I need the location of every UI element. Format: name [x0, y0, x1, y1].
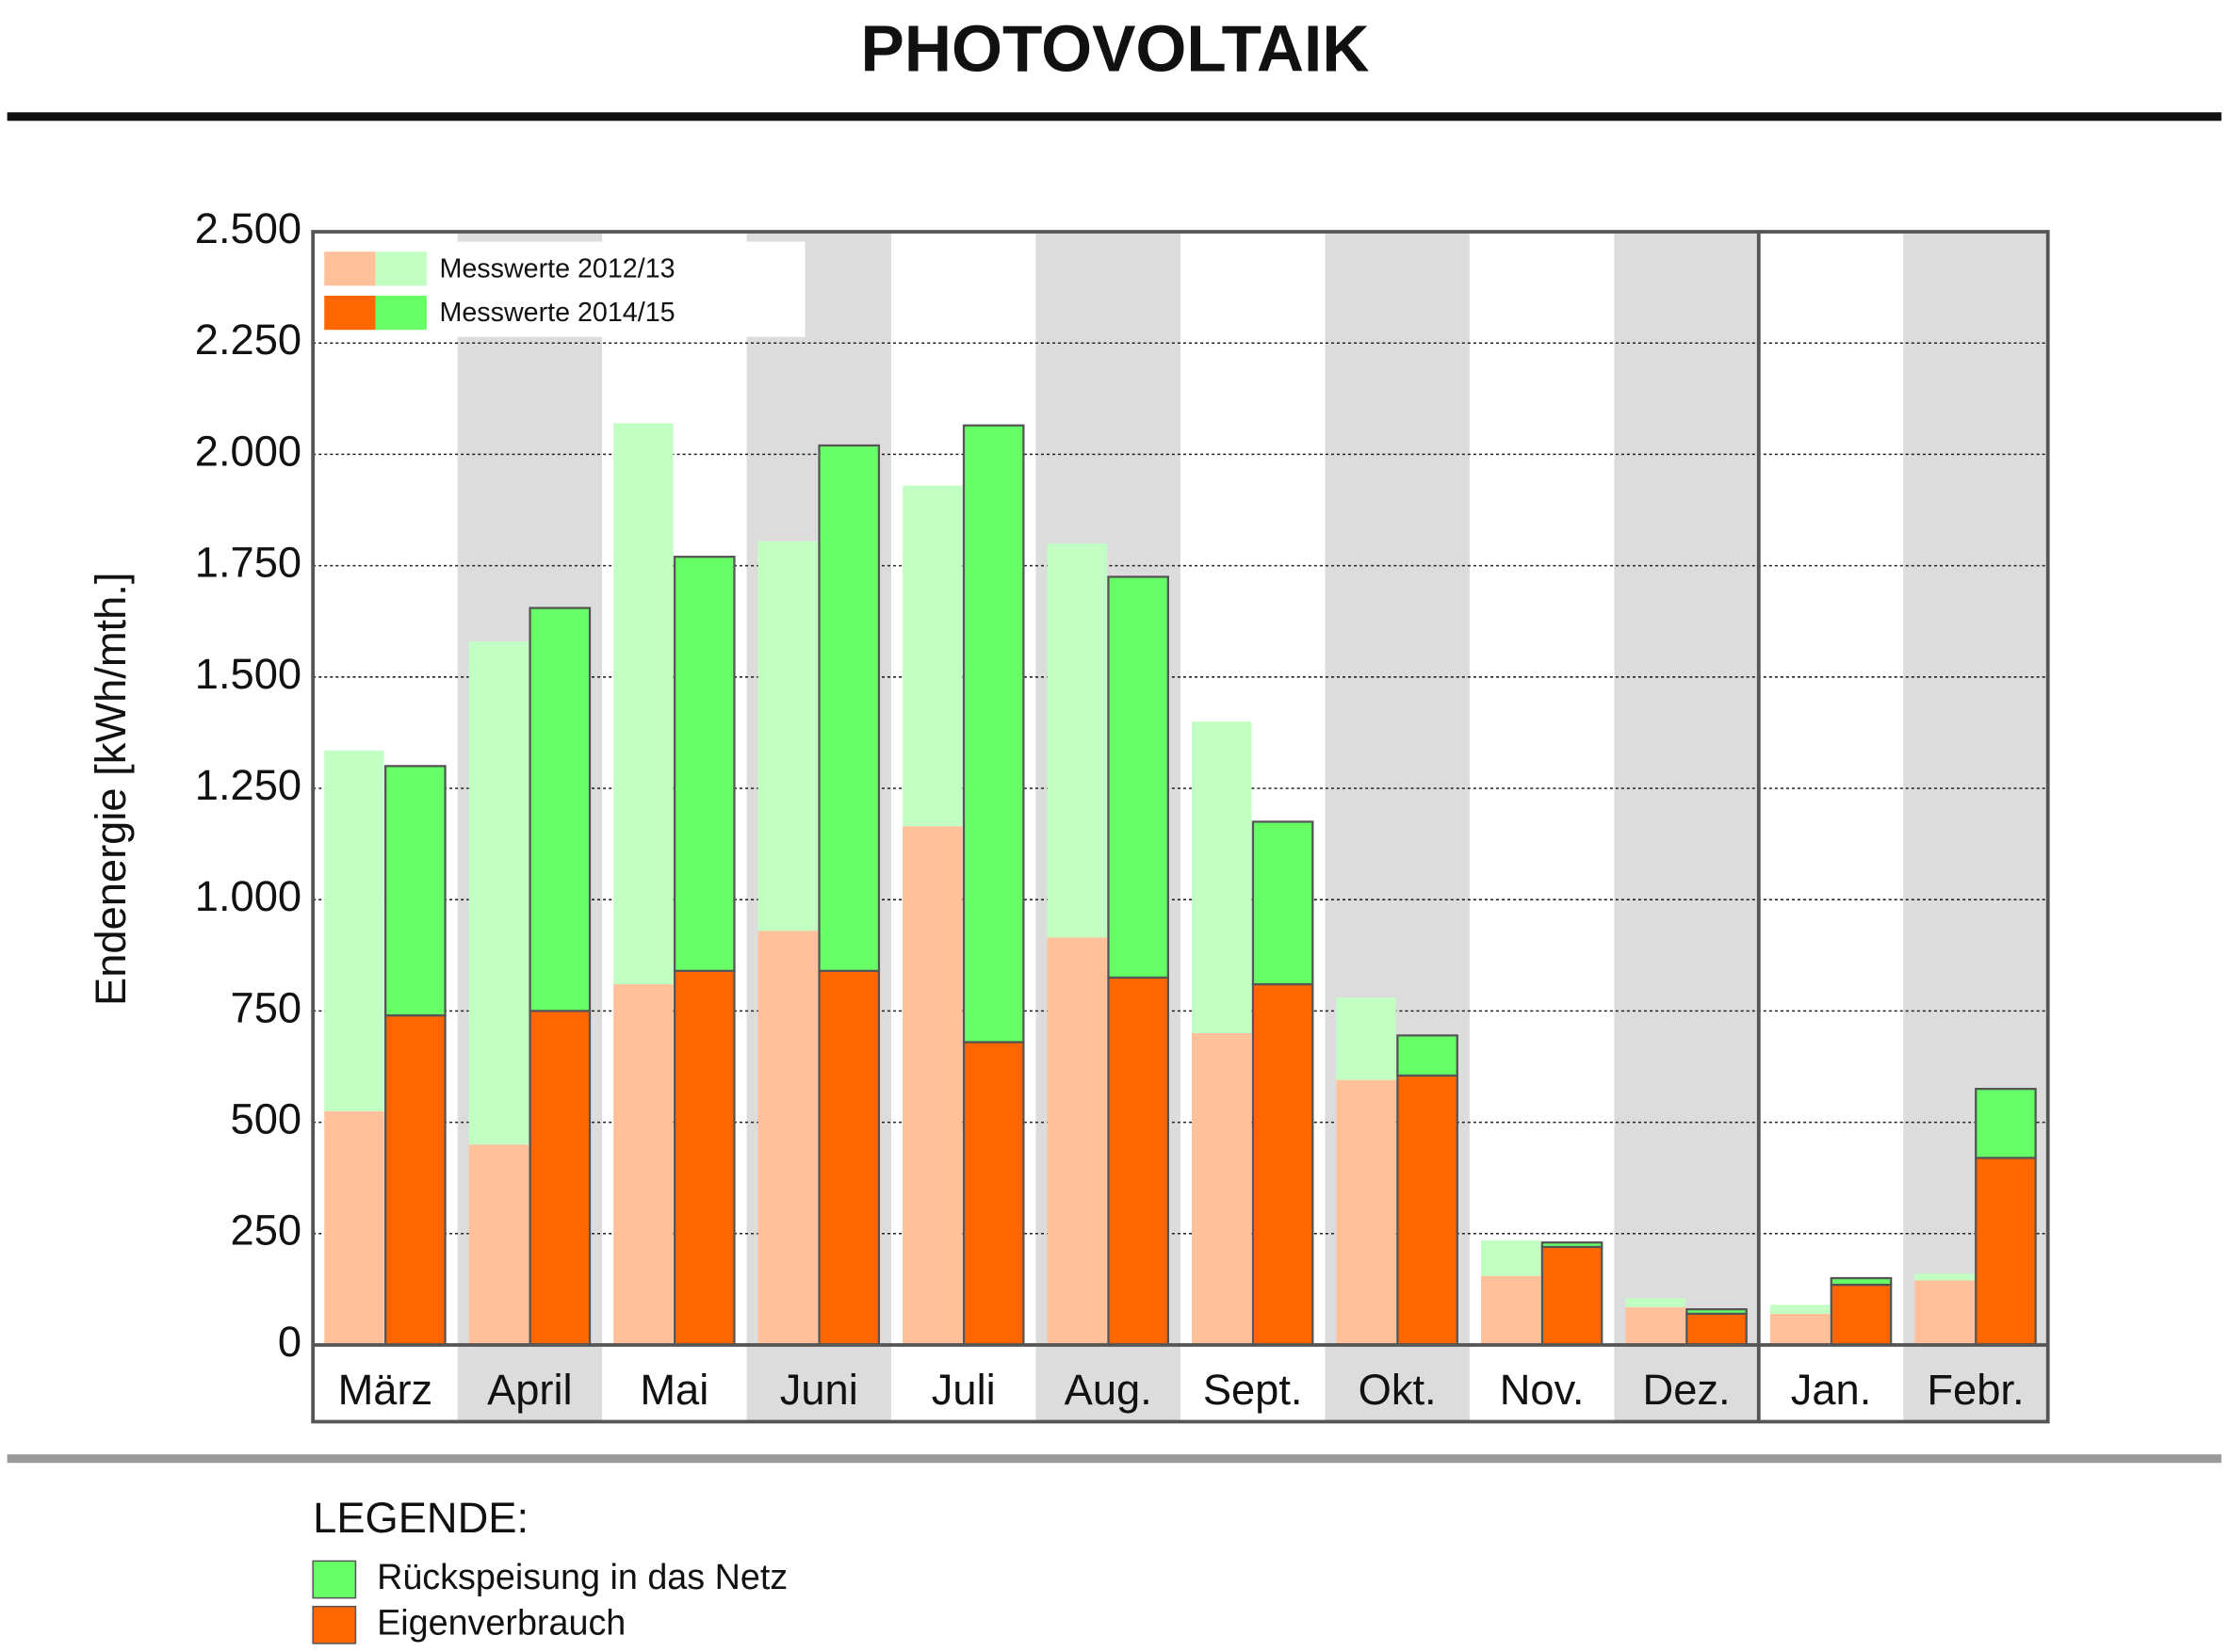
bar-segment [1540, 1245, 1603, 1347]
y-tick-label: 500 [231, 1095, 302, 1143]
y-tick-label: 1.000 [195, 872, 301, 920]
x-tick-label: Okt. [1359, 1366, 1437, 1414]
x-tick-label: Sept. [1203, 1366, 1303, 1414]
y-tick-label: 250 [231, 1207, 302, 1255]
x-tick-label: Juli [932, 1366, 996, 1414]
bar-segment [613, 423, 674, 985]
bar-segment [1480, 1275, 1541, 1345]
bar-segment [1975, 1087, 2037, 1159]
plot-frame [311, 230, 2050, 1424]
x-tick-label: April [487, 1366, 573, 1414]
legend-swatch [375, 295, 427, 331]
x-tick-label: März [338, 1366, 433, 1414]
bar-segment [818, 969, 881, 1347]
bar-segment [818, 444, 881, 972]
bar-segment [1107, 575, 1169, 980]
bar-segment [1251, 982, 1314, 1347]
bar-segment [1914, 1280, 1975, 1345]
column-band [1614, 232, 1759, 1422]
bar-segment [1047, 937, 1107, 1345]
bar-segment [1975, 1157, 2037, 1347]
y-axis-label: Endenergie [kWh/mth.] [87, 573, 135, 1006]
x-tick-label: Aug. [1065, 1366, 1152, 1414]
x-tick-label: Mai [640, 1366, 708, 1414]
y-tick-label: 0 [278, 1318, 301, 1366]
legend-swatch [324, 251, 376, 286]
legend-label: Eigenverbrauch [377, 1602, 626, 1642]
bar-segment [384, 1013, 447, 1347]
bar-segment [324, 1110, 384, 1345]
bar-segment [1769, 1313, 1831, 1345]
bar-segment [1192, 721, 1252, 1034]
bar-segment [468, 640, 529, 1145]
bar-segment [1685, 1312, 1748, 1347]
bar-segment [1107, 976, 1169, 1347]
bar-segment [1769, 1304, 1831, 1314]
x-tick-label: Juni [780, 1366, 858, 1414]
legend-swatch [312, 1605, 357, 1644]
bar-segment [529, 607, 592, 1012]
bar-segment [1047, 543, 1107, 938]
bar-segment [673, 556, 736, 972]
y-tick-label: 1.250 [195, 761, 301, 809]
bar-segment [1685, 1308, 1748, 1315]
bar-segment [757, 541, 819, 931]
y-tick-label: 750 [231, 983, 302, 1031]
bar-segment [1336, 1079, 1396, 1345]
bar-segment [1480, 1239, 1541, 1276]
legend-swatch [312, 1560, 357, 1599]
legend-swatch [324, 295, 376, 331]
bar-segment [962, 424, 1025, 1044]
bar-segment [1830, 1276, 1893, 1287]
bar-segment [384, 765, 447, 1017]
bar-segment [1625, 1298, 1685, 1307]
y-tick-label: 1.750 [195, 539, 301, 587]
y-tick-label: 2.250 [195, 316, 301, 364]
y-tick-label: 2.000 [195, 427, 301, 475]
bar-segment [962, 1041, 1025, 1347]
bar-segment [324, 750, 384, 1111]
bar-segment [903, 485, 963, 827]
x-tick-label: Nov. [1500, 1366, 1585, 1414]
bar-segment [903, 826, 963, 1345]
bar-segment [613, 984, 674, 1345]
bar-segment [468, 1144, 529, 1345]
bar-segment [1192, 1033, 1252, 1345]
title-rule [7, 112, 2222, 121]
footer-rule [7, 1454, 2222, 1464]
bar-segment [1251, 820, 1314, 986]
bar-segment [673, 969, 736, 1347]
x-tick-label: Jan. [1791, 1366, 1872, 1414]
chart-title: PHOTOVOLTAIK [861, 12, 1370, 86]
bar-segment [1396, 1034, 1458, 1077]
x-tick-label: Dez. [1643, 1366, 1731, 1414]
bar-segment [1540, 1241, 1603, 1249]
x-tick-label: Febr. [1927, 1366, 2024, 1414]
y-tick-label: 1.500 [195, 650, 301, 698]
legend-swatch [375, 251, 427, 286]
bar-segment [1830, 1283, 1893, 1347]
legend-label: Messwerte 2014/15 [440, 298, 676, 328]
bar-segment [1914, 1273, 1975, 1281]
bar-segment [529, 1010, 592, 1347]
legend-label: Rückspeisung in das Netz [377, 1557, 788, 1596]
bar-segment [1336, 997, 1396, 1080]
legend-label: Messwerte 2012/13 [440, 253, 676, 283]
y-tick-label: 2.500 [195, 204, 301, 252]
bar-segment [1625, 1306, 1685, 1345]
bar-segment [757, 931, 819, 1345]
legend-title: LEGENDE: [313, 1494, 529, 1542]
bar-segment [1396, 1074, 1458, 1347]
